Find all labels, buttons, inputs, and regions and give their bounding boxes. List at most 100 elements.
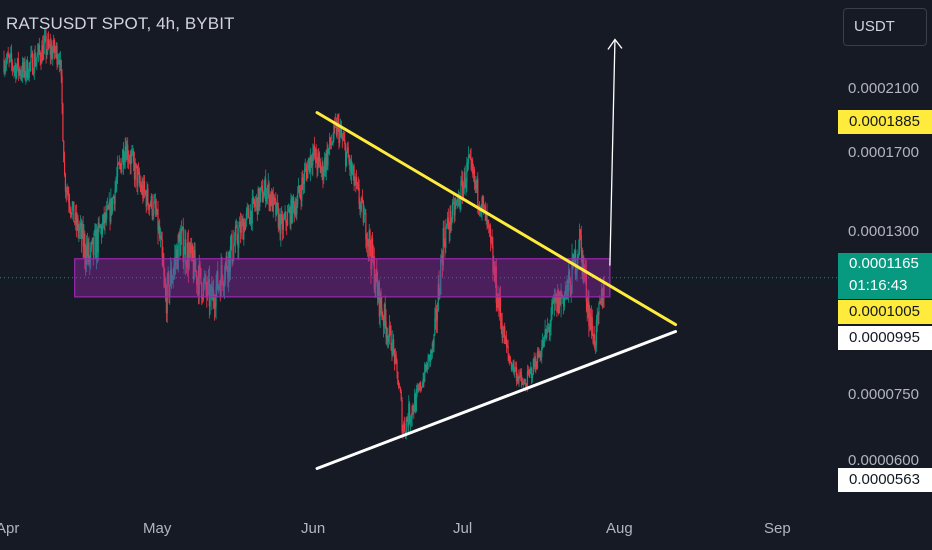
- candle-body: [284, 212, 286, 218]
- candle-body: [456, 198, 459, 202]
- candle-body: [391, 350, 393, 355]
- candle-body: [361, 198, 363, 205]
- candle-body: [110, 198, 112, 222]
- candle-body: [259, 193, 261, 207]
- candle-body: [3, 59, 5, 72]
- candle-body: [11, 62, 14, 69]
- candle-body: [36, 57, 38, 62]
- candle-body: [53, 39, 56, 54]
- candle-body: [336, 120, 338, 136]
- candle-body: [309, 155, 311, 173]
- candle-body: [342, 139, 344, 141]
- candle-body: [513, 361, 515, 373]
- candle-body: [148, 205, 151, 210]
- candle-body: [547, 327, 550, 329]
- candle-body: [325, 150, 327, 172]
- candle-body: [134, 163, 136, 180]
- candle-body: [230, 234, 232, 247]
- candle-body: [483, 203, 485, 206]
- candle-body: [210, 286, 212, 292]
- candle-body: [147, 188, 149, 204]
- candle-body: [366, 239, 368, 247]
- candle-body: [281, 214, 283, 218]
- candle-body: [349, 161, 351, 171]
- candle-body: [314, 148, 316, 157]
- candle-body: [386, 336, 388, 339]
- candle-body: [526, 371, 529, 389]
- currency-button[interactable]: USDT: [843, 8, 927, 46]
- symbol-title[interactable]: RATSUSDT SPOT, 4h, BYBIT: [6, 14, 235, 33]
- candle-body: [520, 374, 523, 382]
- candle-body: [420, 387, 422, 390]
- candle-body: [515, 367, 518, 381]
- candle-body: [154, 200, 156, 203]
- candle-body: [295, 206, 297, 215]
- candle-body: [599, 301, 601, 304]
- candle-body: [171, 279, 173, 284]
- candle-body: [580, 235, 582, 248]
- time-tick: Aug: [606, 520, 633, 537]
- candle-body: [433, 334, 435, 347]
- candle-body: [355, 177, 357, 184]
- candle-body: [197, 278, 199, 295]
- candle-body: [405, 418, 407, 434]
- candle-body: [537, 351, 539, 358]
- candle-body: [191, 244, 194, 259]
- candle-body: [510, 362, 513, 370]
- candle-body: [223, 285, 225, 287]
- candle-body: [409, 419, 412, 423]
- candle-body: [492, 246, 494, 273]
- candle-body: [231, 234, 233, 263]
- candle-body: [566, 280, 568, 287]
- candle-body: [394, 354, 396, 364]
- candle-body: [373, 256, 375, 290]
- candle-body: [436, 310, 438, 321]
- candle-body: [137, 171, 139, 186]
- candle-body: [53, 39, 55, 52]
- candle-body: [258, 188, 260, 207]
- candle-body: [521, 381, 523, 385]
- candle-body: [272, 194, 274, 212]
- candle-body: [108, 201, 110, 209]
- candle-body: [594, 334, 596, 349]
- candle-body: [515, 367, 517, 369]
- candle-body: [318, 156, 321, 163]
- candle-body: [301, 177, 303, 201]
- candle-body: [170, 269, 173, 284]
- candle-body: [458, 197, 460, 206]
- candle-body: [164, 275, 166, 286]
- candle-body: [374, 286, 376, 290]
- candle-body: [395, 354, 397, 361]
- candle-body: [543, 335, 545, 347]
- candle-body: [293, 203, 295, 215]
- candle-body: [568, 271, 571, 282]
- candle-body: [46, 51, 48, 55]
- candle-body: [150, 195, 152, 206]
- candles-layer: [3, 28, 605, 440]
- candle-body: [554, 297, 556, 301]
- price-tick: 0.0001700: [848, 144, 919, 161]
- candle-body: [156, 209, 158, 215]
- candle-body: [472, 169, 475, 175]
- candle-body: [541, 340, 544, 347]
- candle-body: [524, 383, 526, 385]
- candle-body: [413, 411, 415, 413]
- candle-body: [59, 59, 61, 65]
- candle-body: [265, 179, 267, 202]
- candle-body: [260, 187, 262, 194]
- candle-body: [308, 158, 311, 173]
- candle-body: [233, 241, 236, 245]
- candle-body: [446, 217, 449, 226]
- candle-body: [583, 257, 585, 273]
- candle-body: [461, 180, 463, 182]
- candle-body: [123, 159, 125, 165]
- candle-body: [7, 53, 9, 58]
- candle-body: [559, 291, 561, 305]
- candle-body: [70, 212, 72, 215]
- candle-body: [26, 60, 29, 79]
- candle-body: [274, 198, 276, 201]
- candle-body: [207, 281, 209, 296]
- candle-body: [173, 265, 175, 274]
- candle-body: [20, 74, 22, 76]
